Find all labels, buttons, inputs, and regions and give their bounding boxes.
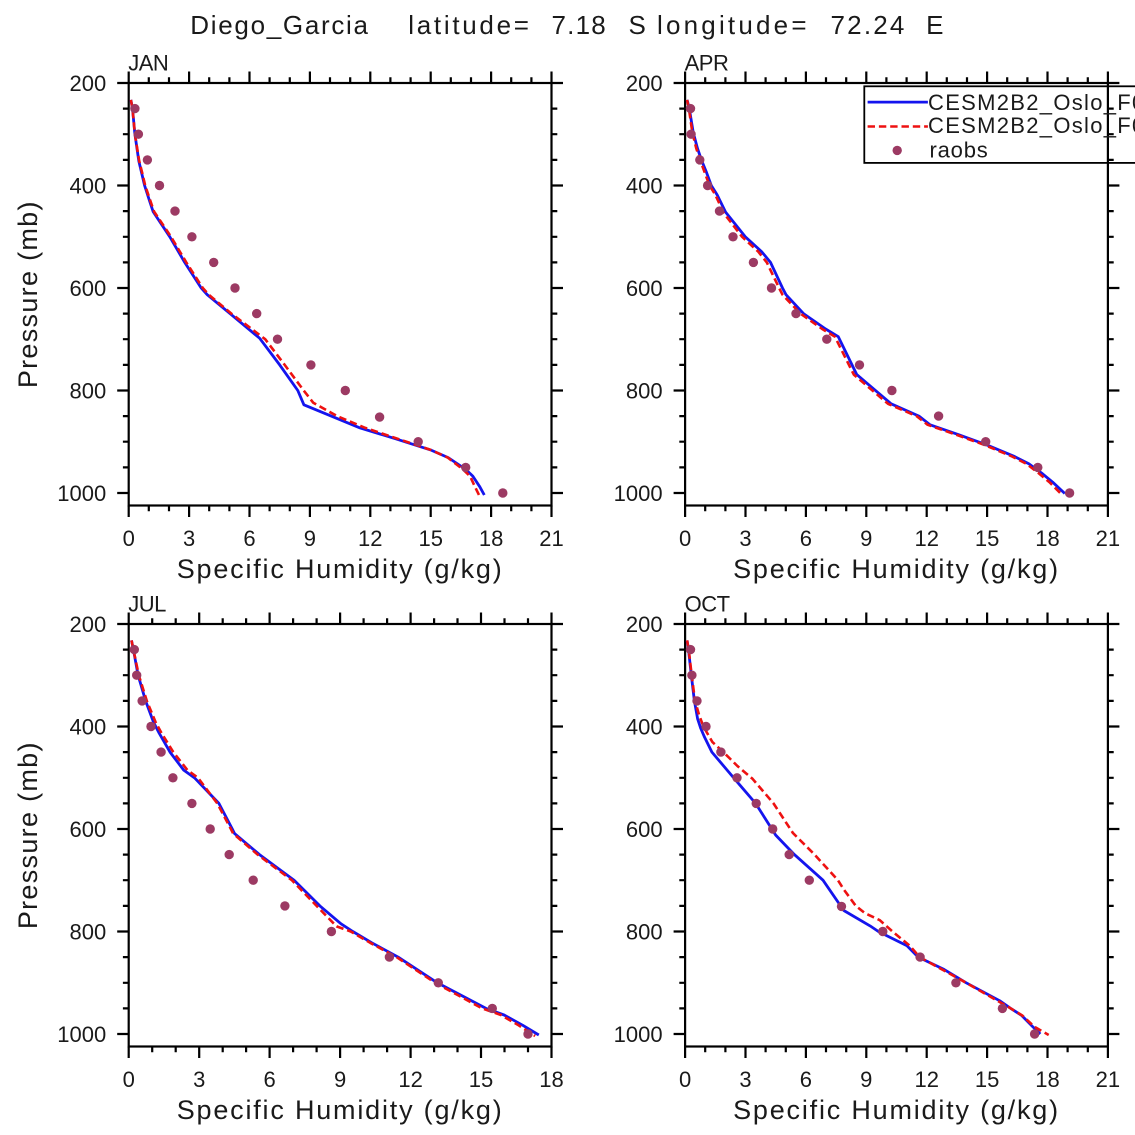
svg-text:raobs: raobs xyxy=(930,138,989,163)
svg-text:OCT: OCT xyxy=(685,592,730,617)
svg-text:Pressure (mb): Pressure (mb) xyxy=(13,741,43,929)
svg-text:3: 3 xyxy=(739,1067,751,1092)
svg-text:18: 18 xyxy=(479,526,503,551)
svg-text:15: 15 xyxy=(975,526,999,551)
svg-text:200: 200 xyxy=(626,71,663,96)
svg-text:12: 12 xyxy=(398,1067,422,1092)
svg-text:3: 3 xyxy=(193,1067,205,1092)
svg-text:0: 0 xyxy=(679,526,691,551)
svg-text:600: 600 xyxy=(626,817,663,842)
svg-text:200: 200 xyxy=(69,71,106,96)
svg-text:0: 0 xyxy=(679,1067,691,1092)
svg-text:3: 3 xyxy=(739,526,751,551)
svg-text:CESM2B2_Oslo_F09: CESM2B2_Oslo_F09 xyxy=(928,113,1135,138)
svg-text:1000: 1000 xyxy=(614,481,663,506)
svg-text:600: 600 xyxy=(69,817,106,842)
svg-text:400: 400 xyxy=(69,715,106,740)
svg-text:longitude=: longitude= xyxy=(657,10,810,40)
svg-text:18: 18 xyxy=(539,1067,563,1092)
svg-text:9: 9 xyxy=(860,526,872,551)
svg-text:12: 12 xyxy=(914,526,938,551)
svg-text:12: 12 xyxy=(358,526,382,551)
svg-text:15: 15 xyxy=(418,526,442,551)
svg-text:12: 12 xyxy=(914,1067,938,1092)
svg-text:600: 600 xyxy=(69,276,106,301)
svg-text:1000: 1000 xyxy=(614,1022,663,1047)
svg-text:9: 9 xyxy=(304,526,316,551)
svg-text:Specific Humidity (g/kg): Specific Humidity (g/kg) xyxy=(177,1095,504,1125)
svg-text:72.24: 72.24 xyxy=(831,10,907,40)
svg-text:15: 15 xyxy=(975,1067,999,1092)
svg-text:latitude=: latitude= xyxy=(408,10,531,40)
svg-text:6: 6 xyxy=(243,526,255,551)
svg-text:18: 18 xyxy=(1035,1067,1059,1092)
svg-text:800: 800 xyxy=(626,379,663,404)
svg-text:Diego_Garcia: Diego_Garcia xyxy=(190,10,369,40)
svg-text:3: 3 xyxy=(183,526,195,551)
svg-text:800: 800 xyxy=(626,920,663,945)
svg-text:400: 400 xyxy=(626,174,663,199)
svg-text:Specific Humidity (g/kg): Specific Humidity (g/kg) xyxy=(177,554,504,584)
svg-text:S: S xyxy=(629,10,646,40)
svg-text:Specific Humidity (g/kg): Specific Humidity (g/kg) xyxy=(733,554,1060,584)
svg-text:Specific Humidity (g/kg): Specific Humidity (g/kg) xyxy=(733,1095,1060,1125)
svg-text:JAN: JAN xyxy=(128,51,168,76)
svg-text:9: 9 xyxy=(334,1067,346,1092)
svg-text:APR: APR xyxy=(685,51,729,76)
svg-text:21: 21 xyxy=(539,526,563,551)
svg-text:Pressure (mb): Pressure (mb) xyxy=(13,200,43,388)
svg-text:JUL: JUL xyxy=(128,592,166,617)
svg-text:1000: 1000 xyxy=(57,1022,106,1047)
svg-text:600: 600 xyxy=(626,276,663,301)
svg-text:6: 6 xyxy=(800,1067,812,1092)
svg-text:800: 800 xyxy=(69,920,106,945)
svg-text:7.18: 7.18 xyxy=(552,10,607,40)
svg-text:15: 15 xyxy=(469,1067,493,1092)
svg-text:0: 0 xyxy=(123,526,135,551)
svg-text:200: 200 xyxy=(69,612,106,637)
svg-text:CESM2B2_Oslo_F09: CESM2B2_Oslo_F09 xyxy=(928,90,1135,115)
svg-text:18: 18 xyxy=(1035,526,1059,551)
svg-text:400: 400 xyxy=(626,715,663,740)
svg-text:800: 800 xyxy=(69,379,106,404)
svg-text:0: 0 xyxy=(123,1067,135,1092)
svg-text:21: 21 xyxy=(1096,526,1120,551)
svg-text:6: 6 xyxy=(263,1067,275,1092)
svg-text:6: 6 xyxy=(800,526,812,551)
svg-text:E: E xyxy=(926,10,943,40)
svg-text:400: 400 xyxy=(69,174,106,199)
svg-text:200: 200 xyxy=(626,612,663,637)
svg-text:1000: 1000 xyxy=(57,481,106,506)
svg-text:21: 21 xyxy=(1096,1067,1120,1092)
svg-text:9: 9 xyxy=(860,1067,872,1092)
